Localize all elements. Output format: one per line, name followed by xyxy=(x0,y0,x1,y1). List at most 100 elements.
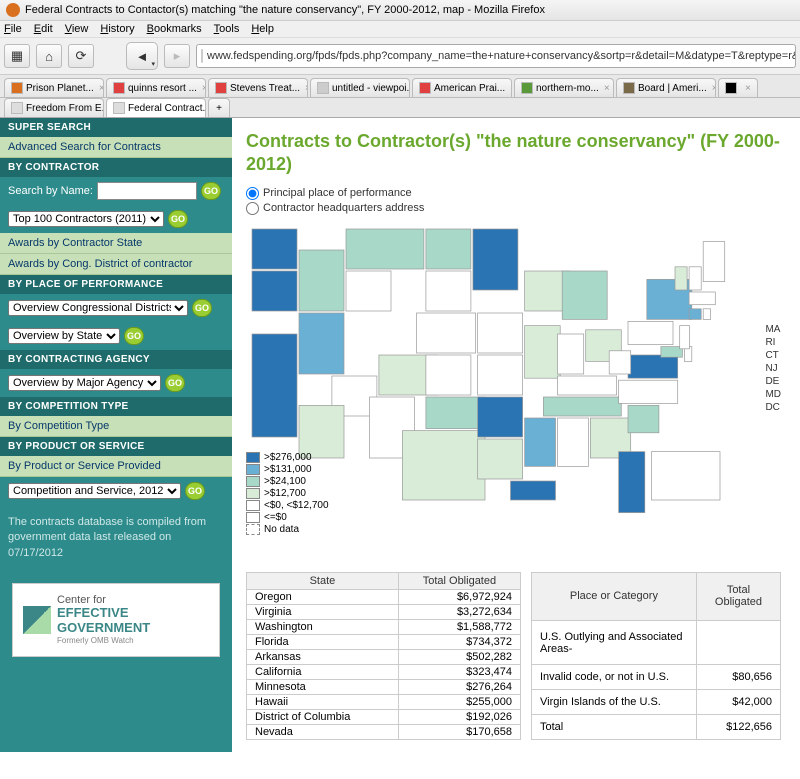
state-IA[interactable] xyxy=(478,313,523,353)
sidebar-link-product[interactable]: By Product or Service Provided xyxy=(0,456,232,477)
state-MO[interactable] xyxy=(478,355,523,395)
sidebar-link-awards-cong[interactable]: Awards by Cong. District of contractor xyxy=(0,254,232,275)
firefox-icon xyxy=(6,3,20,17)
state-MA[interactable] xyxy=(689,292,715,305)
menu-file[interactable]: File xyxy=(4,23,22,35)
window-title-text: Federal Contracts to Contactor(s) matchi… xyxy=(25,4,545,16)
state-KS[interactable] xyxy=(426,355,471,395)
state-ID[interactable] xyxy=(299,250,344,311)
sidebar-heading-contractor: BY CONTRACTOR xyxy=(0,158,232,177)
menu-bar: File Edit View History Bookmarks Tools Help xyxy=(0,21,800,38)
browser-tab[interactable]: American Prai...× xyxy=(412,78,512,97)
browser-tab[interactable]: × xyxy=(718,78,758,97)
sidebar-link-advanced-search[interactable]: Advanced Search for Contracts xyxy=(0,137,232,158)
reload-button[interactable]: ⟳ xyxy=(68,44,94,68)
search-name-input[interactable] xyxy=(97,182,197,200)
menu-tools[interactable]: Tools xyxy=(214,23,240,35)
state-ND[interactable] xyxy=(426,229,471,269)
menu-help[interactable]: Help xyxy=(251,23,274,35)
state-NV[interactable] xyxy=(299,313,344,374)
top100-select[interactable]: Top 100 Contractors (2011) xyxy=(8,211,164,227)
state-OK[interactable] xyxy=(426,397,485,429)
logo-box: Center for EFFECTIVE GOVERNMENT Formerly… xyxy=(12,583,220,656)
go-button[interactable]: GO xyxy=(124,327,144,345)
radio-hq[interactable]: Contractor headquarters address xyxy=(246,202,786,215)
sidebar-link-awards-state[interactable]: Awards by Contractor State xyxy=(0,233,232,254)
globe-icon xyxy=(201,49,203,63)
logo-line2: EFFECTIVE xyxy=(57,605,129,620)
logo-icon xyxy=(23,606,51,634)
sidebar-heading-product: BY PRODUCT OR SERVICE xyxy=(0,437,232,456)
state-NH[interactable] xyxy=(689,267,701,290)
state-NE[interactable] xyxy=(417,313,476,353)
menu-edit[interactable]: Edit xyxy=(34,23,53,35)
new-tab-button[interactable]: + xyxy=(208,98,230,117)
state-SC[interactable] xyxy=(628,405,659,432)
browser-tab[interactable]: Federal Contract...× xyxy=(106,98,206,117)
state-WV[interactable] xyxy=(609,351,631,374)
state-IL[interactable] xyxy=(525,325,561,378)
grid-button[interactable]: ▦ xyxy=(4,44,30,68)
state-AR[interactable] xyxy=(478,397,523,437)
browser-tab[interactable]: Freedom From E...× xyxy=(4,98,104,117)
menu-view[interactable]: View xyxy=(65,23,89,35)
small-states-labels: MARICTNJDEMDDC xyxy=(765,323,781,414)
state-WA[interactable] xyxy=(252,229,297,269)
sidebar-heading-super-search: SUPER SEARCH xyxy=(0,118,232,137)
go-button[interactable]: GO xyxy=(201,182,221,200)
home-button[interactable]: ⌂ xyxy=(36,44,62,68)
browser-tab[interactable]: Prison Planet...× xyxy=(4,78,104,97)
browser-tab[interactable]: Stevens Treat...× xyxy=(208,78,308,97)
browser-tab[interactable]: quinns resort ...× xyxy=(106,78,206,97)
sidebar-link-competition[interactable]: By Competition Type xyxy=(0,416,232,437)
cong-districts-select[interactable]: Overview Congressional Districts xyxy=(8,300,188,316)
agency-select[interactable]: Overview by Major Agency xyxy=(8,375,161,391)
sidebar-note: The contracts database is compiled from … xyxy=(0,505,232,571)
state-MN[interactable] xyxy=(473,229,518,290)
state-NJ[interactable] xyxy=(680,325,690,348)
go-button[interactable]: GO xyxy=(192,299,212,317)
state-MI[interactable] xyxy=(562,271,607,319)
state-RI[interactable] xyxy=(703,309,710,320)
state-CT[interactable] xyxy=(689,309,701,320)
go-button[interactable]: GO xyxy=(185,482,205,500)
state-MT[interactable] xyxy=(346,229,424,269)
back-button[interactable]: ◄▾ xyxy=(126,42,158,70)
state-ME[interactable] xyxy=(703,241,725,281)
state-VT[interactable] xyxy=(675,267,687,290)
state-AL[interactable] xyxy=(558,418,589,466)
go-button[interactable]: GO xyxy=(165,374,185,392)
menu-bookmarks[interactable]: Bookmarks xyxy=(147,23,202,35)
state-PA[interactable] xyxy=(628,321,673,344)
state-TX[interactable] xyxy=(402,430,485,499)
state-KY[interactable] xyxy=(558,376,617,395)
main-content: Contracts to Contractor(s) "the nature c… xyxy=(232,118,800,752)
category-table: Place or CategoryTotal ObligatedU.S. Out… xyxy=(531,572,781,740)
state-CA[interactable] xyxy=(252,334,297,437)
sidebar: SUPER SEARCH Advanced Search for Contrac… xyxy=(0,118,232,752)
state-FL[interactable] xyxy=(619,451,645,512)
state-SD[interactable] xyxy=(426,271,471,311)
radio-principal[interactable]: Principal place of performance xyxy=(246,187,786,200)
state-VA[interactable] xyxy=(628,355,678,378)
browser-tab[interactable]: untitled - viewpoi...× xyxy=(310,78,410,97)
comp-service-select[interactable]: Competition and Service, 2012 xyxy=(8,483,181,499)
go-button[interactable]: GO xyxy=(168,210,188,228)
state-WY[interactable] xyxy=(346,271,391,311)
state-LA[interactable] xyxy=(478,439,523,479)
url-bar[interactable]: www.fedspending.org/fpds/fpds.php?compan… xyxy=(196,44,796,68)
state-MD[interactable] xyxy=(661,346,683,357)
browser-tab[interactable]: northern-mo...× xyxy=(514,78,614,97)
state-TN[interactable] xyxy=(543,397,621,416)
state-overview-select[interactable]: Overview by State xyxy=(8,328,120,344)
state-MS[interactable] xyxy=(525,418,556,466)
state-NC[interactable] xyxy=(619,380,678,403)
state-HI[interactable] xyxy=(511,481,556,500)
browser-tab[interactable]: Board | Ameri...× xyxy=(616,78,716,97)
state-IN[interactable] xyxy=(558,334,584,374)
state-OR[interactable] xyxy=(252,271,297,311)
menu-history[interactable]: History xyxy=(100,23,134,35)
sidebar-heading-competition: BY COMPETITION TYPE xyxy=(0,397,232,416)
state-AK[interactable] xyxy=(652,451,721,499)
forward-button[interactable]: ▸ xyxy=(164,44,190,68)
